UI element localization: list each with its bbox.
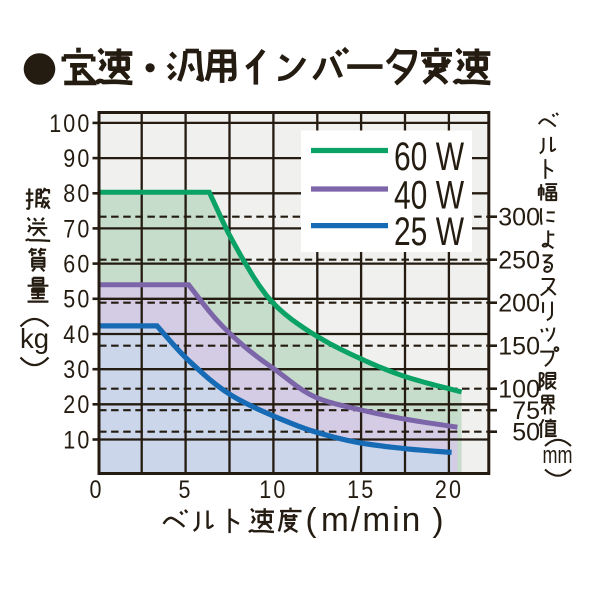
svg-text:30: 30	[63, 356, 91, 384]
svg-text:300: 300	[498, 204, 540, 232]
svg-text:90: 90	[63, 144, 91, 172]
svg-text:mm: mm	[543, 443, 573, 469]
svg-text:50: 50	[512, 419, 540, 447]
svg-text:5: 5	[179, 475, 193, 503]
svg-text:150: 150	[498, 333, 540, 361]
svg-text:0: 0	[89, 475, 103, 503]
svg-text:m/min: m/min	[321, 502, 422, 539]
svg-text:75: 75	[512, 397, 540, 425]
svg-text:200: 200	[498, 290, 540, 318]
svg-text:20: 20	[63, 391, 91, 419]
svg-text:40: 40	[63, 320, 91, 348]
svg-text:(: (	[306, 501, 317, 538]
svg-text:100: 100	[498, 376, 540, 404]
svg-text:250: 250	[498, 247, 540, 275]
svg-text:50: 50	[63, 285, 91, 313]
svg-text:60: 60	[63, 250, 91, 278]
svg-text:10: 10	[259, 475, 287, 503]
svg-text:15: 15	[347, 475, 375, 503]
svg-text:60 W: 60 W	[394, 135, 465, 179]
svg-text:): )	[433, 501, 444, 538]
svg-text:70: 70	[63, 215, 91, 243]
svg-text:100: 100	[49, 109, 91, 137]
svg-text:80: 80	[63, 180, 91, 208]
svg-text:20: 20	[435, 475, 463, 503]
svg-text:25 W: 25 W	[394, 210, 465, 254]
svg-text:kg: kg	[20, 323, 49, 354]
svg-text:40 W: 40 W	[394, 174, 465, 218]
svg-text:10: 10	[63, 426, 91, 454]
